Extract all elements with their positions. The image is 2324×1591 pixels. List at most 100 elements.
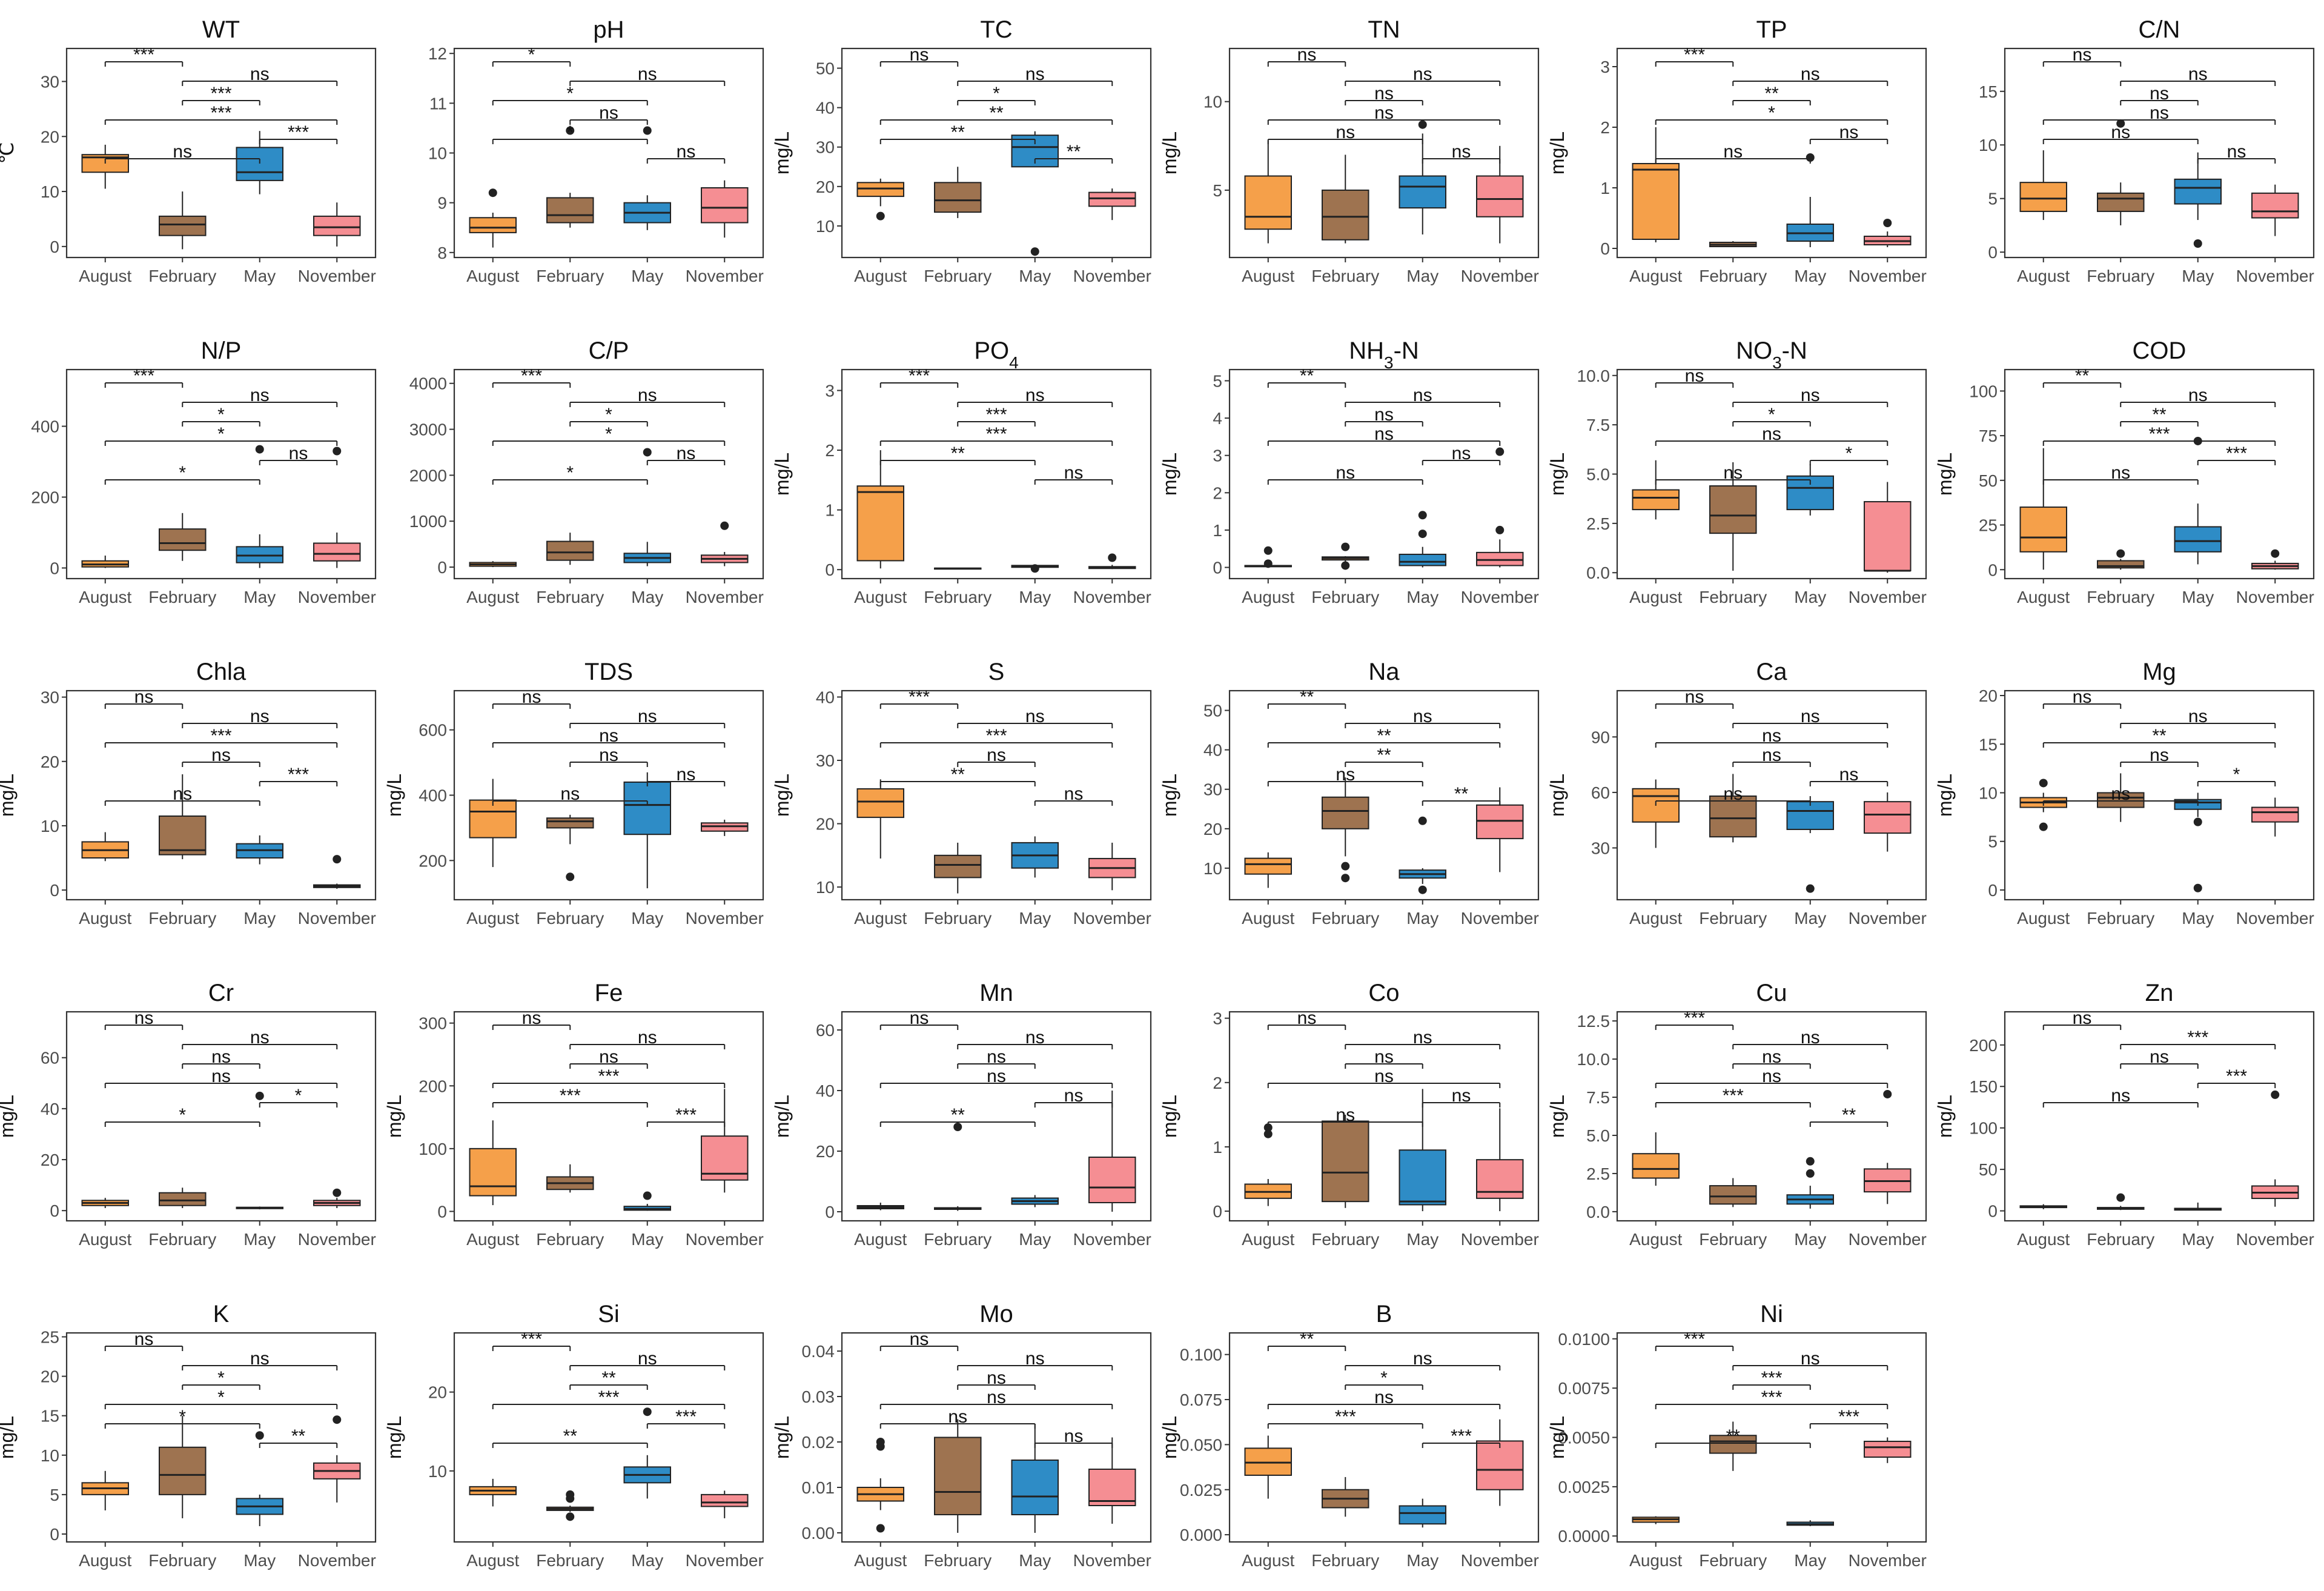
panel-po4: PO4 0 1 2 3 mg/L August February May November *** n… [771, 337, 1152, 606]
y-axis-label: mg/L [1934, 453, 1956, 496]
y-axis-label: mg/L [771, 774, 793, 817]
outlier-point [333, 1415, 342, 1424]
box-iqr [1399, 553, 1446, 566]
panel-title: Mg [2142, 659, 2176, 685]
outlier-point [333, 447, 342, 456]
significance-bracket: ns [2042, 687, 2122, 709]
significance-bracket: ** [1655, 1426, 1811, 1448]
significance-label: *** [1684, 1008, 1705, 1028]
significance-label: ns [1452, 1086, 1471, 1106]
box-february [1322, 154, 1369, 244]
significance-bracket: ** [2042, 726, 2276, 748]
outlier-point [2039, 822, 2048, 831]
box-november [701, 521, 749, 566]
significance-bracket: ** [879, 1105, 1036, 1127]
significance-label: *** [288, 765, 309, 785]
panel-title: Ca [1756, 659, 1787, 685]
y-tick-label: 2 [1213, 1074, 1222, 1092]
significance-bracket: ns [1655, 1066, 1889, 1088]
y-tick-label: 90 [1591, 728, 1610, 746]
box-iqr [623, 781, 671, 835]
panel-chla: Chla 0 10 20 30 mg/L August February May November… [0, 659, 377, 928]
significance-bracket: *** [1422, 1426, 1501, 1448]
x-tick-label: February [924, 1230, 992, 1249]
outlier-point [1341, 561, 1350, 570]
y-tick-label: 75 [1979, 427, 1998, 445]
y-tick-label: 0 [1213, 1202, 1222, 1221]
x-tick-label: May [243, 588, 276, 606]
outlier-point [1263, 546, 1273, 555]
x-tick-label: February [536, 267, 604, 285]
significance-label: *** [210, 84, 231, 104]
significance-bracket: ** [1034, 142, 1113, 164]
y-tick-label: 40 [816, 1081, 835, 1100]
significance-bracket: ns [1345, 385, 1501, 407]
x-tick-label: November [1073, 1551, 1151, 1570]
y-axis-label: mg/L [1159, 1416, 1180, 1459]
x-tick-label: August [854, 909, 907, 928]
significance-label: *** [909, 687, 930, 707]
y-axis-label: mg/L [771, 131, 793, 174]
panel-title: Chla [196, 659, 247, 685]
x-tick-label: February [1699, 909, 1767, 928]
panel-title: Ni [1760, 1301, 1783, 1327]
box-february [934, 567, 982, 570]
significance-bracket: ns [1732, 745, 1811, 767]
significance-label: ns [1839, 122, 1859, 142]
significance-bracket: *** [182, 84, 260, 105]
y-tick-label: 0 [825, 1203, 835, 1221]
y-tick-label: 10.0 [1577, 1050, 1611, 1069]
box-iqr [469, 217, 517, 233]
outlier-point [2193, 817, 2202, 826]
y-tick-label: 20 [816, 1142, 835, 1161]
significance-label: ns [2073, 687, 2092, 707]
y-axis-label: mg/L [1934, 774, 1956, 817]
panel-title: pH [593, 16, 624, 43]
significance-label: ** [1764, 84, 1779, 104]
panel-cr: Cr 0 20 40 60 mg/L August February May November ns… [0, 980, 377, 1249]
box-november [1476, 447, 1524, 568]
y-tick-label: 60 [1591, 783, 1610, 802]
significance-label: *** [675, 1407, 697, 1427]
x-tick-label: August [2017, 909, 2070, 928]
y-tick-label: 9 [437, 194, 447, 213]
significance-bracket: ns [1267, 45, 1346, 67]
significance-label: ns [1064, 463, 1084, 483]
box-may [1786, 1157, 1834, 1209]
panel-title: Cu [1756, 980, 1787, 1006]
panel-no3-n: NO3-N 0.0 2.5 5.0 7.5 10.0 mg/L August February M… [1546, 337, 1927, 606]
x-tick-label: February [1699, 1230, 1767, 1249]
significance-bracket: ns [1345, 1047, 1423, 1069]
box-iqr [1476, 804, 1524, 840]
significance-label: * [1846, 443, 1853, 463]
significance-label: *** [598, 1387, 619, 1407]
significance-bracket: ns [569, 64, 726, 86]
significance-bracket: ns [569, 1047, 648, 1069]
y-tick-label: 0.0075 [1558, 1379, 1610, 1398]
panel-wt: WT 0 10 20 30 ℃ August February May November *** ns… [0, 16, 377, 285]
significance-label: ns [1025, 1349, 1045, 1369]
box-iqr [1399, 1505, 1446, 1525]
x-tick-label: November [1849, 588, 1927, 606]
y-axis-label: mg/L [383, 1095, 405, 1138]
outlier-point [1263, 1129, 1273, 1138]
significance-bracket: ** [569, 1368, 648, 1390]
box-november [701, 180, 749, 238]
box-august [856, 1438, 904, 1533]
box-may [1011, 1195, 1059, 1207]
significance-label: *** [985, 405, 1007, 425]
y-tick-label: 1 [1600, 179, 1610, 198]
significance-label: *** [1451, 1426, 1472, 1446]
box-iqr [159, 1192, 207, 1206]
box-iqr [856, 485, 904, 562]
y-tick-label: 10 [816, 878, 835, 897]
box-february [934, 1123, 982, 1211]
x-tick-label: May [1794, 1230, 1826, 1249]
significance-bracket: ns [1267, 1387, 1501, 1409]
panel-title: NO3-N [1736, 337, 1807, 372]
outlier-point [1418, 530, 1427, 539]
x-tick-label: November [686, 588, 764, 606]
y-axis-label: mg/L [1546, 774, 1568, 817]
box-february [159, 1415, 207, 1518]
